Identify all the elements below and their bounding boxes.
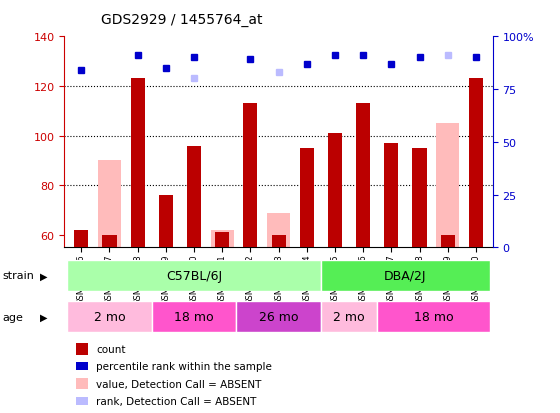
Bar [244,104,258,248]
Bar [215,233,229,248]
Bar [211,230,234,248]
Bar [321,260,490,291]
Text: 18 mo: 18 mo [414,311,454,323]
Bar [469,79,483,248]
Bar [413,149,427,248]
Bar [300,149,314,248]
Text: GDS2929 / 1455764_at: GDS2929 / 1455764_at [101,13,262,27]
Text: value, Detection Call = ABSENT: value, Detection Call = ABSENT [96,379,262,389]
Bar [267,213,290,248]
Text: rank, Detection Call = ABSENT: rank, Detection Call = ABSENT [96,396,256,406]
Text: percentile rank within the sample: percentile rank within the sample [96,361,272,371]
Bar [130,79,144,248]
Bar [384,144,398,248]
Text: DBA/2J: DBA/2J [384,269,427,282]
Bar [236,301,321,332]
Text: strain: strain [3,271,35,281]
Bar [441,235,455,248]
Bar [187,146,201,248]
Bar [74,230,88,248]
Bar [159,196,173,248]
Bar [152,301,236,332]
Text: age: age [3,312,24,322]
Bar [272,235,286,248]
Text: 2 mo: 2 mo [94,311,125,323]
Bar [328,134,342,248]
Bar [436,124,459,248]
Bar [377,301,490,332]
Text: 2 mo: 2 mo [333,311,365,323]
Text: ▶: ▶ [40,312,48,322]
Bar [321,301,377,332]
Text: count: count [96,344,126,354]
Text: ▶: ▶ [40,271,48,281]
Bar [356,104,370,248]
Text: 18 mo: 18 mo [174,311,214,323]
Text: 26 mo: 26 mo [259,311,298,323]
Bar [98,161,121,248]
Text: C57BL/6J: C57BL/6J [166,269,222,282]
Bar [67,260,321,291]
Bar [67,301,152,332]
Bar [102,235,116,248]
